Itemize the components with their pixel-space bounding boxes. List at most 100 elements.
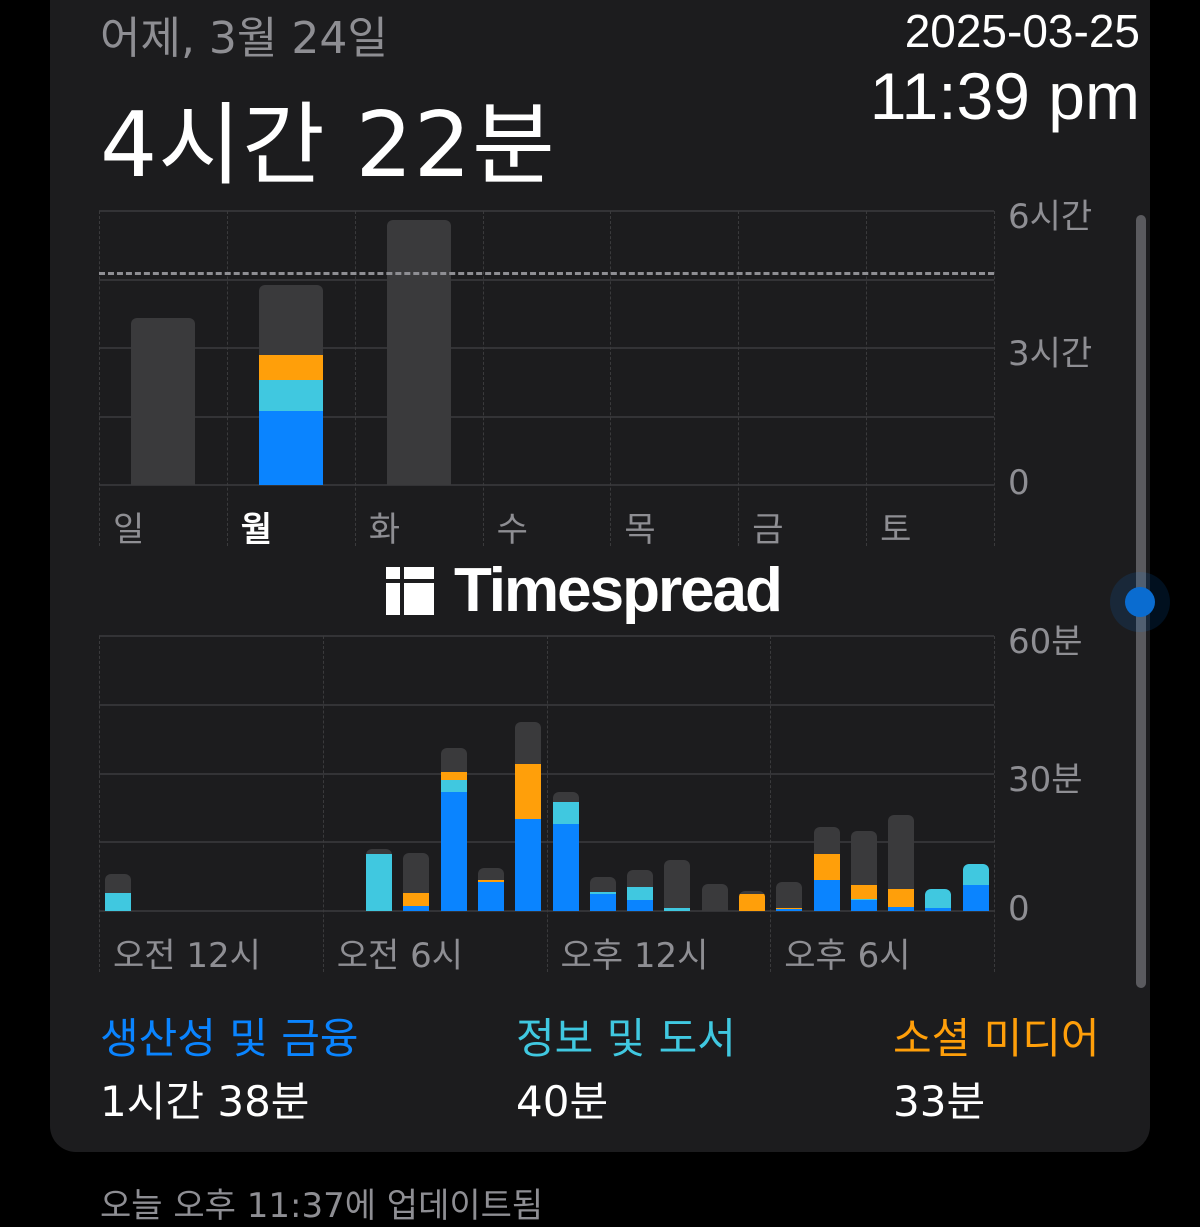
bar-segment-category-1 [589, 892, 616, 895]
bar-segment-category-0 [627, 899, 654, 911]
divider [322, 636, 324, 972]
bar-segment-category-1 [366, 853, 393, 911]
screen-time-card [50, 0, 1150, 1152]
bar [552, 791, 579, 911]
overlay-date: 2025-03-25 [904, 5, 1140, 57]
bar-segment-other [131, 318, 195, 485]
bar-segment-category-2 [440, 771, 467, 780]
bar [850, 831, 877, 911]
gridline [99, 278, 994, 281]
bar [701, 884, 728, 911]
value-info: 40분 [516, 1077, 609, 1126]
bar-segment-category-1 [962, 863, 989, 885]
day-label: 월 [240, 510, 273, 550]
bar-segment-category-0 [403, 906, 430, 911]
watermark-text: Timespread [454, 556, 783, 625]
bar-segment-other [366, 849, 393, 854]
hour-label: 오전 6시 [336, 936, 464, 976]
bar-segment-other [738, 891, 765, 895]
bar-segment-category-2 [776, 907, 803, 910]
day-label: 목 [624, 510, 656, 550]
bar-segment-category-2 [813, 853, 840, 880]
bar-segment-category-0 [477, 882, 504, 911]
bar [366, 849, 393, 911]
bar-segment-category-0 [440, 791, 467, 911]
bar-segment-other [515, 721, 542, 765]
divider [99, 636, 100, 972]
bar-segment-category-1 [664, 907, 691, 911]
divider [546, 636, 548, 972]
bar-segment-category-2 [477, 879, 504, 883]
bar-segment-category-0 [258, 410, 323, 485]
bar [403, 852, 430, 911]
average-line [99, 272, 994, 276]
bar-segment-category-2 [850, 884, 877, 900]
bar [925, 889, 952, 911]
divider [99, 211, 100, 546]
bar-segment-other [403, 852, 430, 893]
bar-segment-category-0 [813, 879, 840, 911]
divider [994, 636, 995, 972]
timespread-logo-icon [386, 567, 434, 615]
bar [664, 859, 691, 911]
y-tick-label: 30분 [1008, 759, 1083, 800]
gridline [99, 210, 994, 212]
legend-info: 정보 및 도서 [516, 1014, 736, 1063]
bar [131, 318, 195, 485]
total-usage: 4시간 22분 [100, 93, 556, 198]
bar [962, 863, 989, 911]
bar-segment-category-1 [258, 379, 323, 411]
bar [589, 877, 616, 911]
divider [610, 211, 612, 546]
bar-segment-category-2 [403, 892, 430, 907]
y-tick-label: 60분 [1008, 622, 1083, 662]
divider [226, 211, 228, 546]
bar-segment-other [105, 874, 131, 893]
bar-segment-category-2 [888, 888, 915, 907]
bar-segment-other [776, 882, 803, 908]
y-tick-label: 0 [1008, 889, 1030, 929]
gridline [99, 415, 994, 418]
day-label: 화 [368, 510, 400, 550]
bar-segment-category-0 [515, 819, 542, 911]
bar [440, 747, 467, 911]
hour-label: 오후 12시 [560, 936, 709, 976]
bar [888, 815, 915, 911]
bar-segment-other [813, 827, 840, 854]
bar [776, 882, 803, 911]
bar-segment-other [664, 859, 691, 908]
day-label: 수 [496, 510, 528, 550]
bar-segment-other [888, 815, 915, 889]
bar-segment-category-1 [627, 887, 654, 900]
bar-segment-category-0 [962, 884, 989, 911]
bar-segment-category-1 [850, 899, 877, 901]
bar-segment-category-1 [552, 801, 579, 824]
bar [738, 891, 765, 911]
scroll-thumb[interactable] [1110, 572, 1170, 632]
hour-label: 오후 6시 [784, 936, 911, 976]
legend-social: 소셜 미디어 [893, 1014, 1100, 1063]
bar-segment-other [258, 285, 323, 355]
bar-segment-category-0 [552, 823, 579, 911]
bar-segment-category-0 [925, 907, 952, 911]
bar-segment-category-1 [925, 889, 952, 908]
y-tick-label: 0 [1008, 463, 1030, 503]
updated-label: 오늘 오후 11:37에 업데이트됨 [100, 1186, 544, 1226]
bar-segment-other [440, 747, 467, 772]
bar-segment-other [477, 867, 504, 880]
value-productivity: 1시간 38분 [100, 1077, 310, 1126]
bar-segment-other [552, 791, 579, 802]
divider [994, 211, 995, 546]
y-tick-label: 3시간 [1008, 334, 1093, 374]
bar [813, 827, 840, 911]
bar-segment-other [850, 831, 877, 885]
gridline [99, 347, 994, 349]
bar [258, 285, 323, 485]
divider [866, 211, 868, 546]
bar-segment-other [627, 869, 654, 888]
day-label: 금 [752, 510, 784, 550]
bar [105, 874, 131, 911]
timespread-watermark: Timespread [386, 556, 783, 626]
bar [515, 721, 542, 911]
day-label: 토 [880, 510, 912, 550]
